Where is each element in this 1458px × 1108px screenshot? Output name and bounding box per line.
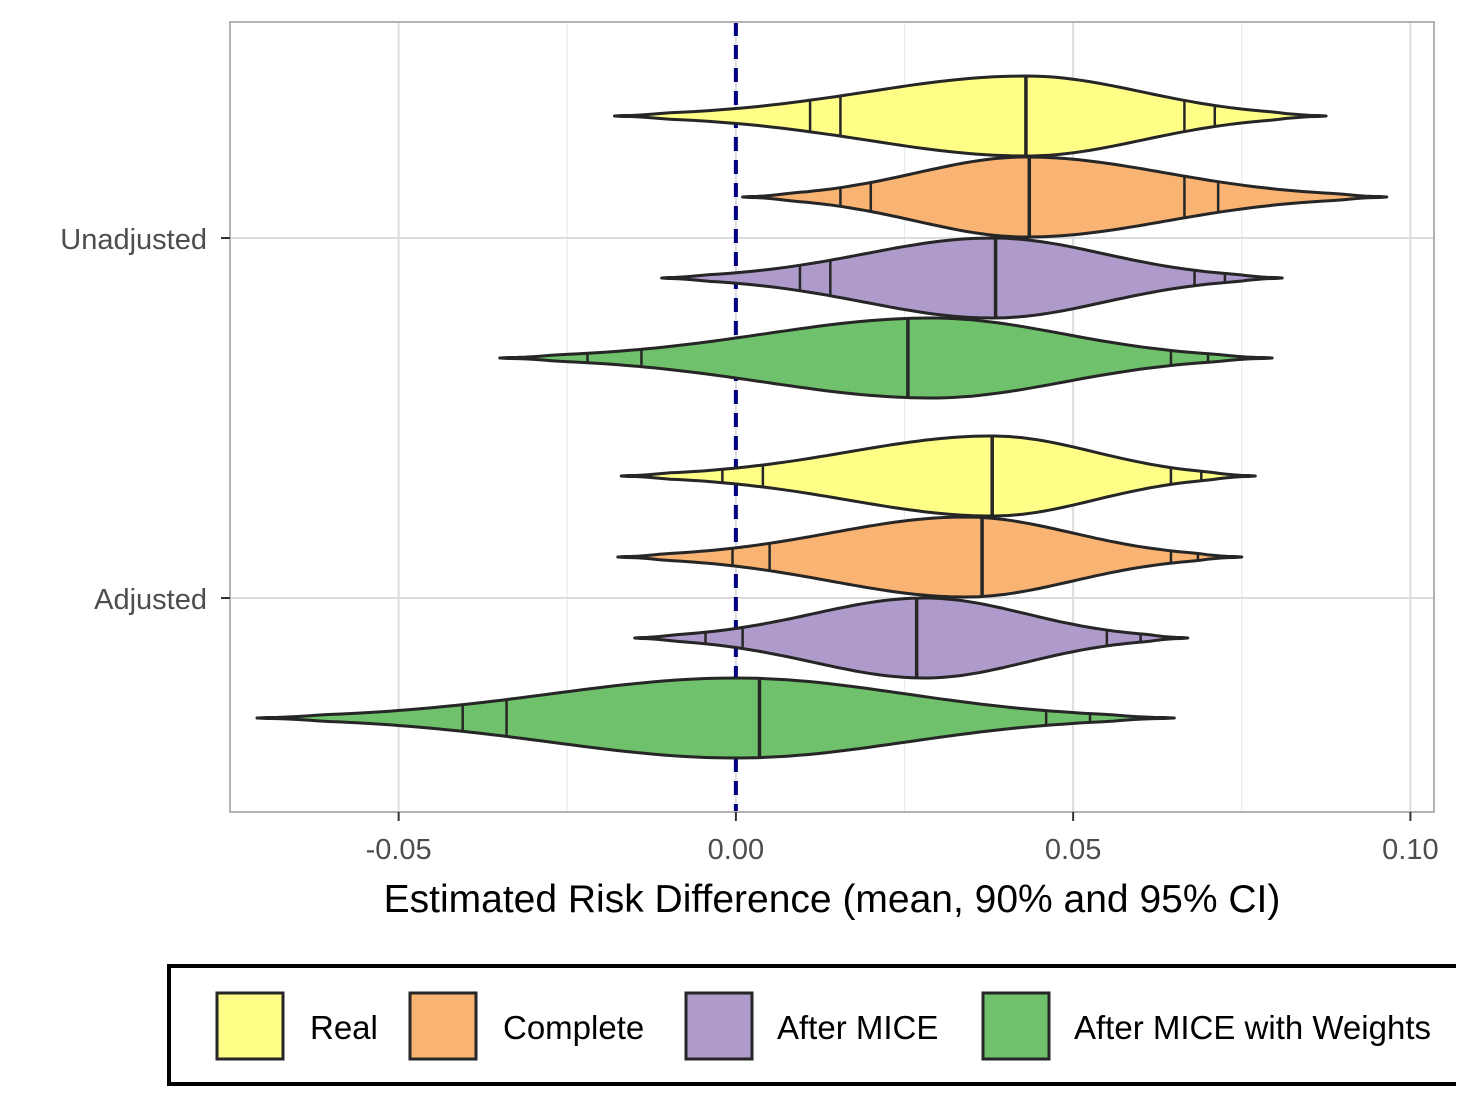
y-tick-label: Adjusted [94,584,207,616]
violin-body [741,155,1389,239]
legend-item-after-mice-weights: After MICE with Weights [981,991,1431,1061]
x-tick-label: 0.10 [1382,834,1438,866]
axes: -0.05 0.00 0.05 0.10 Unadjusted Adjusted [60,21,1439,866]
violin-adjusted-after-mice-with-weights [255,676,1176,760]
violin-unadjusted-complete [741,155,1389,239]
violin-body [255,676,1176,760]
violins [255,74,1389,760]
violin-unadjusted-after-mice-with-weights [498,316,1274,400]
legend-key-after-mice [684,991,754,1061]
plot-panel-border [229,21,1435,813]
legend-item-after-mice: After MICE [684,991,938,1061]
x-tick-label: 0.05 [1045,834,1101,866]
violin-body [613,74,1328,158]
x-axis-title: Estimated Risk Difference (mean, 90% and… [384,878,1281,921]
violin-body [619,434,1257,518]
legend-label-after-mice: After MICE [777,1009,938,1046]
y-tick-label: Unadjusted [60,224,207,256]
violin-unadjusted-after-mice [660,236,1284,320]
violin-body [660,236,1284,320]
legend-label-after-mice-weights: After MICE with Weights [1074,1009,1431,1046]
legend: Real Complete After MICE After MICE with… [167,964,1456,1086]
legend-key-after-mice-weights [981,991,1051,1061]
legend-label-complete: Complete [503,1009,644,1046]
violin-adjusted-real [619,434,1257,518]
legend-key-real [215,991,285,1061]
violin-body [616,515,1244,599]
legend-key-complete [408,991,478,1061]
violin-adjusted-after-mice [633,596,1190,680]
legend-box [167,964,1456,1086]
x-tick-label: 0.00 [708,834,764,866]
x-tick-label: -0.05 [366,834,432,866]
grid [230,22,1434,812]
violin-unadjusted-real [613,74,1328,158]
legend-item-real: Real [215,991,378,1061]
legend-item-complete: Complete [408,991,644,1061]
violin-body [498,316,1274,400]
legend-label-real: Real [310,1009,378,1046]
violin-body [633,596,1190,680]
violin-adjusted-complete [616,515,1244,599]
